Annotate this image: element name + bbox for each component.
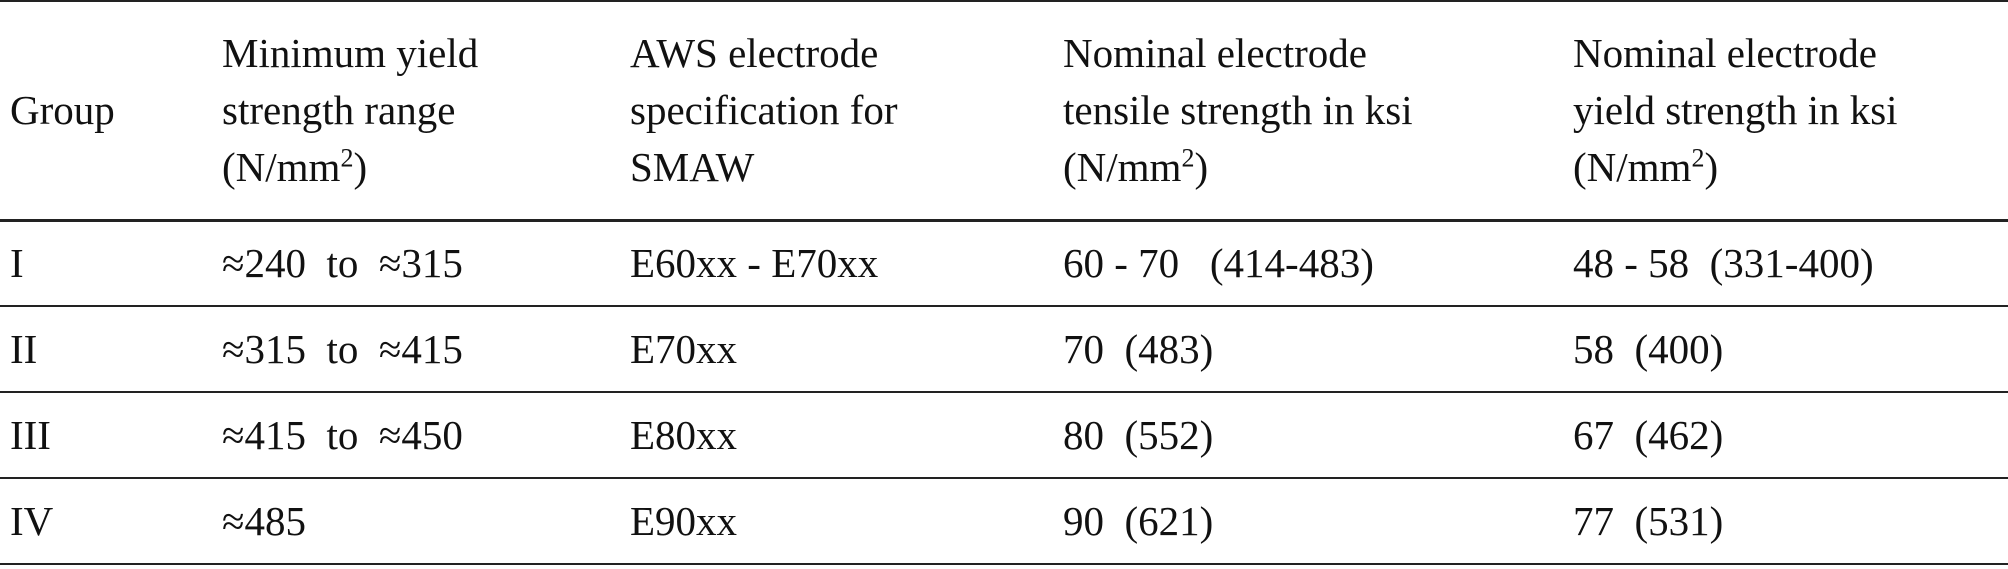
table-cell: ≈315 to ≈415	[222, 325, 463, 372]
table-cell: II	[10, 325, 38, 372]
table-cell: E80xx	[630, 411, 738, 458]
header-line: specification for	[630, 86, 898, 133]
header-unit: (N/mm2)	[1063, 139, 1563, 196]
unit-exponent: 2	[1181, 143, 1195, 173]
table-row: III ≈415 to ≈450 E80xx 80 (552) 67 (462)	[0, 392, 2008, 478]
unit-text: (N/mm	[1573, 143, 1692, 190]
table-cell: E90xx	[630, 497, 738, 544]
table-cell: IV	[10, 497, 54, 544]
header-line: tensile strength in ksi	[1063, 86, 1413, 133]
table-cell: 90 (621)	[1063, 497, 1214, 544]
table-cell: 70 (483)	[1063, 325, 1214, 372]
table-cell: III	[10, 411, 51, 458]
table-cell: ≈415 to ≈450	[222, 411, 463, 458]
table-header: Group Minimum yield strength range (N/mm2) A…	[0, 1, 2008, 220]
table-row: IV ≈485 E90xx 90 (621) 77 (531)	[0, 478, 2008, 564]
header-row: Group Minimum yield strength range (N/mm2) A…	[0, 1, 2008, 220]
table-cell: 60 - 70 (414-483)	[1063, 239, 1374, 286]
header-line: yield strength in ksi	[1573, 86, 1898, 133]
unit-text: (N/mm	[222, 143, 341, 190]
header-cell: Minimum yield strength range (N/mm2)	[212, 1, 620, 220]
table-body: I ≈240 to ≈315 E60xx - E70xx 60 - 70 (414-4…	[0, 220, 2008, 564]
header-line: Group	[10, 86, 115, 133]
table-row: II ≈315 to ≈415 E70xx 70 (483) 58 (400)	[0, 306, 2008, 392]
table-cell: 80 (552)	[1063, 411, 1214, 458]
header-cell: Nominal electrode yield strength in ksi (N…	[1563, 1, 2008, 220]
table-cell: E60xx - E70xx	[630, 239, 879, 286]
header-cell: Group	[0, 1, 212, 220]
table-cell: I	[10, 239, 24, 286]
header-line: AWS electrode	[630, 29, 879, 76]
table-cell: 58 (400)	[1573, 325, 1724, 372]
header-line: Nominal electrode	[1573, 29, 1877, 76]
unit-exponent: 2	[340, 143, 354, 173]
header-unit: (N/mm2)	[1573, 139, 2008, 196]
unit-text: )	[1194, 143, 1209, 190]
table-cell: 77 (531)	[1573, 497, 1724, 544]
header-unit: (N/mm2)	[222, 139, 620, 196]
header-line: SMAW	[630, 143, 755, 190]
header-line: Minimum yield	[222, 29, 479, 76]
table-cell: ≈240 to ≈315	[222, 239, 463, 286]
table-cell: E70xx	[630, 325, 738, 372]
unit-text: )	[353, 143, 368, 190]
unit-text: )	[1704, 143, 1719, 190]
header-cell: Nominal electrode tensile strength in ksi…	[1053, 1, 1563, 220]
table-cell: 48 - 58 (331-400)	[1573, 239, 1874, 286]
table-cell: ≈485	[222, 497, 307, 544]
header-line: Nominal electrode	[1063, 29, 1367, 76]
table-cell: 67 (462)	[1573, 411, 1724, 458]
header-cell: AWS electrode specification for SMAW	[620, 1, 1053, 220]
table-row: I ≈240 to ≈315 E60xx - E70xx 60 - 70 (414-4…	[0, 220, 2008, 306]
header-line: strength range	[222, 86, 456, 133]
unit-text: (N/mm	[1063, 143, 1182, 190]
unit-exponent: 2	[1691, 143, 1705, 173]
